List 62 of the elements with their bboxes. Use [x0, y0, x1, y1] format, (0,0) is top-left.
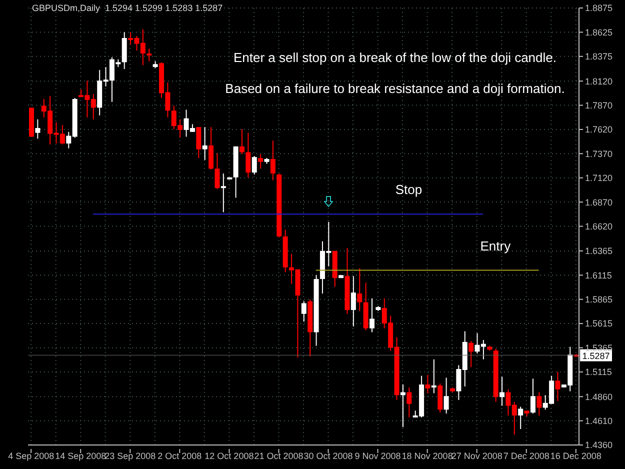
y-tick-label: 1.4860 — [585, 392, 613, 402]
y-tick-label: 1.7120 — [585, 173, 613, 184]
y-tick-label: 1.5865 — [585, 294, 613, 305]
annotation: Enter a sell stop on a break of the low of the doji candle. — [233, 50, 557, 65]
candlestick — [146, 48, 152, 62]
annotation: Based on a failure to break resistance and a doji formation. — [225, 81, 565, 96]
candlestick — [220, 173, 226, 213]
y-tick-label: 1.8875 — [585, 3, 613, 14]
series-label: Entry — [480, 238, 512, 254]
y-tick-label: 1.4610 — [585, 416, 613, 426]
candlestick — [252, 156, 257, 175]
candlestick — [444, 377, 449, 414]
y-tick-label: 1.7870 — [585, 100, 613, 110]
x-tick-label: 14 Sep 2008 — [55, 451, 106, 461]
candlestick — [258, 154, 264, 170]
x-tick-label: 16 Dec 2008 — [550, 451, 602, 461]
candlestick — [536, 392, 542, 416]
y-tick-label: 1.4360 — [585, 440, 613, 450]
candlestick — [196, 126, 202, 159]
candlestick — [406, 386, 412, 418]
candlestick — [202, 126, 208, 160]
x-tick-label: 2 Oct 2008 — [158, 451, 202, 461]
candlestick — [555, 371, 560, 402]
candlestick — [357, 268, 362, 312]
y-tick-label: 1.6620 — [585, 221, 613, 232]
candlestick — [246, 132, 251, 178]
candlestick — [530, 378, 536, 414]
chart-title: GBPUSDm,Daily 1.5294 1.5299 1.5283 1.5287 — [32, 3, 223, 13]
y-tick-label: 1.6365 — [585, 246, 613, 256]
candlestick — [214, 152, 220, 190]
candlestick — [468, 340, 474, 368]
x-tick-label: 23 Sep 2008 — [104, 451, 156, 461]
x-tick-label: 9 Nov 2008 — [354, 451, 401, 461]
y-tick-label: 1.7370 — [585, 148, 613, 159]
y-tick-label: 1.8625 — [585, 27, 613, 38]
ref-line-label: 1.5287 — [582, 350, 610, 361]
y-tick-label: 1.6115 — [585, 270, 612, 280]
y-tick-label: 1.8120 — [585, 76, 613, 86]
y-tick-label: 1.6870 — [585, 197, 613, 208]
y-tick-label: 1.8375 — [585, 52, 613, 62]
y-tick-label: 1.5615 — [585, 318, 613, 329]
candlestick — [301, 300, 306, 322]
candlestick — [500, 376, 505, 406]
candlestick — [208, 126, 214, 170]
candlestick — [518, 406, 524, 430]
x-tick-label: 7 Dec 2008 — [503, 451, 550, 461]
y-tick-label: 1.7620 — [585, 124, 613, 135]
x-tick-label: 27 Nov 2008 — [451, 451, 502, 461]
candlestick — [35, 118, 40, 140]
candlestick — [350, 276, 356, 327]
candlestick — [270, 140, 276, 181]
x-tick-label: 30 Oct 2008 — [304, 451, 353, 461]
candlestick — [431, 358, 436, 394]
x-tick-label: 12 Oct 2008 — [204, 451, 254, 461]
series-label: Stop — [395, 182, 422, 198]
x-tick-label: 18 Nov 2008 — [402, 451, 453, 461]
candlestick — [239, 128, 244, 155]
y-tick-label: 1.5115 — [585, 367, 612, 378]
candlestick — [370, 298, 375, 333]
candlestick — [425, 374, 430, 394]
x-tick-label: 21 Oct 2008 — [254, 451, 304, 461]
x-tick-label: 4 Sep 2008 — [8, 451, 54, 461]
